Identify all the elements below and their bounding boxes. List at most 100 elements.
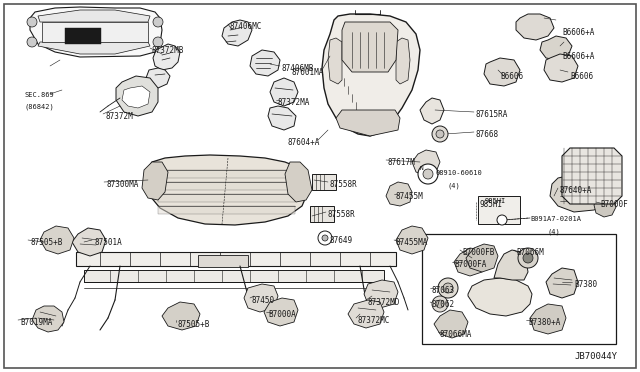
Text: 87455M: 87455M xyxy=(396,192,424,201)
Polygon shape xyxy=(268,106,296,130)
Polygon shape xyxy=(250,50,280,76)
Polygon shape xyxy=(158,170,295,178)
Text: B7000F: B7000F xyxy=(600,200,628,209)
Polygon shape xyxy=(38,42,150,54)
Text: 87505+B: 87505+B xyxy=(30,238,62,247)
Bar xyxy=(312,174,336,190)
Text: 87450: 87450 xyxy=(252,296,275,305)
Text: (86842): (86842) xyxy=(24,103,54,109)
Text: B7000A: B7000A xyxy=(268,310,296,319)
Polygon shape xyxy=(322,14,420,136)
Polygon shape xyxy=(122,86,150,108)
Polygon shape xyxy=(285,162,312,202)
Text: 87558R: 87558R xyxy=(328,210,356,219)
Text: 87372MA: 87372MA xyxy=(278,98,310,107)
Circle shape xyxy=(436,130,444,138)
Circle shape xyxy=(318,231,332,245)
Circle shape xyxy=(153,37,163,47)
Polygon shape xyxy=(454,248,486,276)
Text: B6606+A: B6606+A xyxy=(562,28,595,37)
Text: 87062: 87062 xyxy=(432,300,455,309)
Bar xyxy=(76,252,396,266)
Polygon shape xyxy=(222,20,252,46)
Bar xyxy=(478,196,520,224)
Text: 87066MA: 87066MA xyxy=(440,330,472,339)
Polygon shape xyxy=(412,150,440,176)
Text: 87558R: 87558R xyxy=(330,180,358,189)
Circle shape xyxy=(322,235,328,241)
Polygon shape xyxy=(468,278,532,316)
Text: N: N xyxy=(420,166,424,171)
Polygon shape xyxy=(153,44,180,70)
Text: B7066M: B7066M xyxy=(516,248,544,257)
Text: 87372M: 87372M xyxy=(105,112,132,121)
Text: 87615RA: 87615RA xyxy=(476,110,508,119)
Text: 87501A: 87501A xyxy=(94,238,122,247)
Text: 87668: 87668 xyxy=(476,130,499,139)
Polygon shape xyxy=(42,22,148,42)
Text: B7000FA: B7000FA xyxy=(454,260,486,269)
Text: B6606: B6606 xyxy=(500,72,523,81)
Text: 985HI: 985HI xyxy=(485,198,506,204)
Text: 87604+A: 87604+A xyxy=(287,138,320,147)
Polygon shape xyxy=(342,22,398,72)
Text: B7380+A: B7380+A xyxy=(528,318,561,327)
Text: B7380: B7380 xyxy=(574,280,597,289)
Polygon shape xyxy=(40,226,74,254)
Circle shape xyxy=(438,278,458,298)
Polygon shape xyxy=(562,148,622,204)
Polygon shape xyxy=(142,162,168,200)
Polygon shape xyxy=(420,98,444,124)
Bar xyxy=(198,255,248,267)
Polygon shape xyxy=(146,155,308,225)
Text: 87601MA: 87601MA xyxy=(292,68,324,77)
Polygon shape xyxy=(546,268,578,298)
Text: 87649: 87649 xyxy=(330,236,353,245)
Text: B6606+A: B6606+A xyxy=(562,52,595,61)
Text: B091A7-0201A: B091A7-0201A xyxy=(530,216,581,222)
Polygon shape xyxy=(158,206,295,214)
Polygon shape xyxy=(244,284,278,312)
Circle shape xyxy=(518,248,538,268)
Text: 87372MC: 87372MC xyxy=(358,316,390,325)
Circle shape xyxy=(432,126,448,142)
Text: (4): (4) xyxy=(548,228,561,234)
Polygon shape xyxy=(30,7,162,57)
Text: 87372MB: 87372MB xyxy=(152,46,184,55)
Polygon shape xyxy=(386,182,412,206)
Polygon shape xyxy=(158,182,295,190)
Polygon shape xyxy=(530,304,566,334)
Bar xyxy=(65,28,101,44)
Polygon shape xyxy=(38,10,150,22)
Text: B7019MA: B7019MA xyxy=(20,318,52,327)
Text: 87406MB: 87406MB xyxy=(282,64,314,73)
Text: JB70044Y: JB70044Y xyxy=(574,352,617,361)
Polygon shape xyxy=(396,226,428,254)
Polygon shape xyxy=(434,310,468,338)
Circle shape xyxy=(436,300,444,308)
Polygon shape xyxy=(32,306,64,332)
Text: 87505+B: 87505+B xyxy=(178,320,211,329)
Polygon shape xyxy=(550,174,612,212)
Polygon shape xyxy=(484,58,520,86)
Polygon shape xyxy=(116,76,158,116)
Circle shape xyxy=(27,37,37,47)
Text: 87372MD: 87372MD xyxy=(368,298,401,307)
Circle shape xyxy=(523,253,533,263)
Polygon shape xyxy=(594,193,616,217)
Text: (4): (4) xyxy=(448,182,461,189)
Circle shape xyxy=(153,17,163,27)
Polygon shape xyxy=(396,38,410,84)
Circle shape xyxy=(443,283,453,293)
Text: 87406MC: 87406MC xyxy=(230,22,262,31)
Text: B7000FB: B7000FB xyxy=(462,248,494,257)
Text: 87063: 87063 xyxy=(432,286,455,295)
Bar xyxy=(422,234,616,344)
Polygon shape xyxy=(328,38,342,84)
Polygon shape xyxy=(364,280,398,308)
Bar xyxy=(310,206,334,222)
Text: 87300MA: 87300MA xyxy=(106,180,138,189)
Polygon shape xyxy=(466,244,498,272)
Polygon shape xyxy=(270,78,298,106)
Polygon shape xyxy=(336,110,400,136)
